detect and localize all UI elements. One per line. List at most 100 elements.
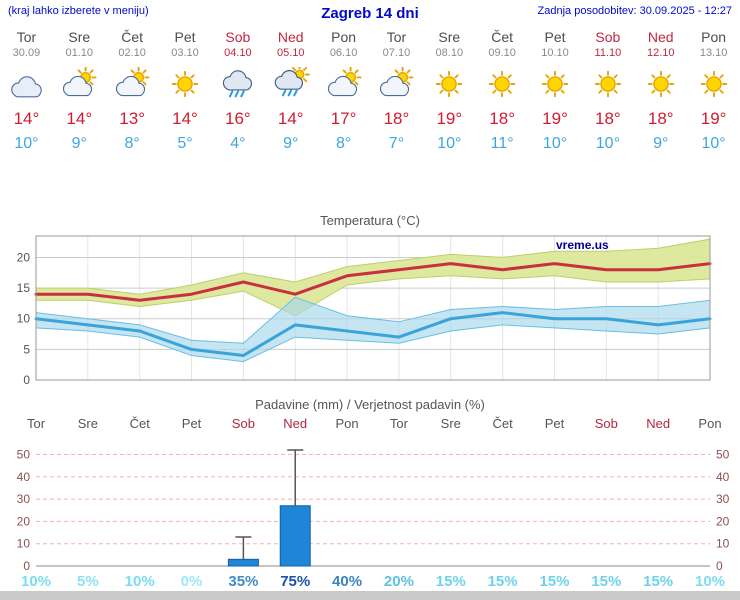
precip-probability: 35% [228, 573, 259, 590]
max-temperature: 13° [119, 109, 145, 128]
precip-day-label: Čet [129, 416, 150, 431]
day-date: 04.10 [224, 47, 252, 59]
min-temperature: 10° [14, 135, 39, 152]
day-name: Pon [701, 29, 727, 45]
day-name: Ned [647, 29, 674, 45]
day-name: Sre [68, 29, 91, 45]
min-temperature: 9° [653, 135, 669, 152]
max-temperature: 18° [595, 109, 621, 128]
min-temperature: 8° [124, 135, 140, 152]
precip-probability: 10% [124, 573, 155, 590]
precip-day-label: Sob [594, 416, 618, 431]
day-column[interactable]: Pet 03.10 14° 5° [159, 28, 212, 156]
precip-day-label: Ned [646, 416, 671, 431]
day-date: 08.10 [435, 47, 464, 59]
precip-probability: 15% [643, 573, 674, 590]
day-date: 05.10 [276, 47, 305, 59]
sunny-icon [687, 65, 740, 103]
max-temperature: 17° [330, 109, 357, 128]
max-temperature: 19° [436, 109, 463, 128]
max-temperature: 14° [277, 109, 304, 128]
day-date: 13.10 [699, 47, 728, 59]
svg-text:10: 10 [17, 312, 31, 326]
max-temperature: 14° [13, 109, 40, 128]
precip-day-labels-row: Tor Sre Čet Pet Sob Ned Pon Tor Sre Čet Pet Sob Ned P… [0, 416, 740, 438]
precipitation-chart: 0 0 10 10 20 20 30 30 40 40 50 50 [17, 447, 730, 573]
svg-text:30: 30 [17, 492, 31, 506]
cloudy-icon [0, 65, 53, 103]
min-temperature: 4° [230, 135, 246, 152]
precip-day-label: Sob [231, 416, 255, 431]
day-column[interactable]: Čet 02.10 13° 8° [106, 28, 159, 156]
precip-day-label: Tor [26, 416, 46, 431]
precip-day-label: Pon [698, 416, 722, 431]
day-date: 09.10 [488, 47, 516, 59]
day-date: 06.10 [329, 47, 358, 59]
day-column[interactable]: Sre 01.10 14° 9° [53, 28, 106, 156]
precip-probability: 15% [591, 573, 622, 590]
day-name: Pet [544, 29, 566, 45]
precip-day-label: Sre [77, 416, 98, 431]
svg-text:20: 20 [716, 514, 730, 528]
max-temperature: 18° [647, 109, 674, 128]
precip-probability: 15% [435, 573, 466, 590]
precip-day-label: Pet [544, 416, 565, 431]
day-column[interactable]: Čet 09.10 18° 11° [476, 28, 529, 156]
svg-text:0: 0 [23, 373, 30, 387]
precip-probability-row: 10% 5% 10% 0% 35% 75% 40% 20% 15% 15% 15% 15% 15% 10% [0, 574, 740, 590]
day-column[interactable]: Pon 06.10 17° 8° [317, 28, 370, 156]
precip-probability: 0% [180, 573, 203, 590]
max-temperature: 16° [225, 109, 251, 128]
min-temperature: 10° [701, 135, 726, 152]
page-header: (kraj lahko izberete v meniju) Zagreb 14… [0, 0, 740, 22]
day-column[interactable]: Sob 04.10 16° 4° [211, 28, 264, 156]
min-temperature: 5° [177, 135, 193, 152]
day-column[interactable]: Pet 10.10 19° 10° [529, 28, 582, 156]
rain-icon [211, 65, 264, 103]
day-date: 07.10 [382, 47, 411, 59]
svg-text:10: 10 [716, 537, 730, 551]
day-column[interactable]: Tor 30.09 14° 10° [0, 28, 53, 156]
day-column[interactable]: Pon 13.10 19° 10° [687, 28, 740, 156]
day-date: 30.09 [12, 47, 41, 59]
max-temperature: 18° [383, 109, 410, 128]
temperature-chart-title: Temperatura (°C) [320, 213, 420, 228]
day-date: 01.10 [65, 47, 94, 59]
svg-text:5: 5 [23, 342, 30, 356]
day-column[interactable]: Ned 05.10 14° 9° [264, 28, 317, 156]
svg-text:50: 50 [17, 447, 31, 461]
day-name: Čet [491, 29, 514, 45]
day-name: Sre [438, 29, 461, 45]
precipitation-chart-title: Padavine (mm) / Verjetnost padavin (%) [255, 397, 485, 412]
day-date: 03.10 [171, 47, 199, 59]
day-date: 11.10 [594, 47, 622, 59]
precip-probability: 20% [383, 573, 414, 590]
precip-day-label: Pet [181, 416, 202, 431]
day-column[interactable]: Sob 11.10 18° 10° [581, 28, 634, 156]
min-temperature: 10° [542, 135, 568, 152]
watermark: vreme.us [556, 238, 609, 252]
sunny-icon [159, 65, 212, 103]
precip-probability: 15% [487, 573, 518, 590]
partly-cloudy-icon [370, 65, 423, 103]
min-temperature: 7° [388, 135, 405, 152]
precip-probability: 15% [539, 573, 570, 590]
temperature-chart: 0 5 10 15 20 [17, 235, 712, 387]
day-column[interactable]: Tor 07.10 18° 7° [370, 28, 423, 156]
svg-text:40: 40 [716, 470, 730, 484]
day-name: Sob [595, 29, 621, 45]
partly-cloudy-icon [106, 65, 159, 103]
day-date: 10.10 [541, 47, 569, 59]
sunny-icon [423, 65, 476, 103]
min-temperature: 8° [335, 135, 352, 152]
day-column[interactable]: Ned 12.10 18° 9° [634, 28, 687, 156]
day-name: Tor [386, 29, 407, 45]
precip-day-label: Ned [283, 416, 308, 431]
day-name: Sob [225, 29, 251, 45]
max-temperature: 14° [66, 109, 93, 128]
day-name: Ned [277, 29, 304, 45]
precip-probability: 10% [20, 573, 52, 590]
day-column[interactable]: Sre 08.10 19° 10° [423, 28, 476, 156]
location-menu-hint: (kraj lahko izberete v meniju) [8, 5, 149, 17]
sunny-icon [581, 65, 634, 103]
